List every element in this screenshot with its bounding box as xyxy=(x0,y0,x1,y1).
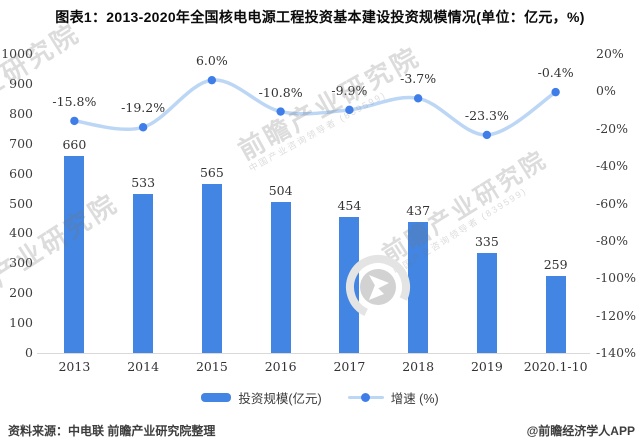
x-axis-label: 2015 xyxy=(195,359,228,374)
y-axis-tick-right: -40% xyxy=(596,158,629,174)
growth-value-label: -19.2% xyxy=(121,100,166,116)
y-axis-tick-right: 0% xyxy=(596,83,616,99)
y-axis-tick-left: 600 xyxy=(9,165,33,181)
bar-value-label: 454 xyxy=(337,198,362,214)
y-axis-tick-right: 20% xyxy=(596,46,624,61)
y-axis-tick-left: 200 xyxy=(9,285,33,301)
credit-note: @前瞻经济学人APP xyxy=(526,424,635,438)
growth-value-label: -23.3% xyxy=(464,107,509,123)
bar-value-label: 437 xyxy=(406,203,431,219)
growth-value-label: -15.8% xyxy=(52,93,97,109)
growth-point xyxy=(276,107,285,116)
legend-label-growth: 增速 (%) xyxy=(390,392,439,406)
growth-value-label: -0.4% xyxy=(537,65,574,81)
line-swatch-dot xyxy=(360,393,370,402)
x-axis-label: 2013 xyxy=(58,359,91,374)
growth-point xyxy=(345,105,354,115)
x-axis-label: 2018 xyxy=(402,359,435,374)
x-axis-label: 2016 xyxy=(264,359,297,374)
y-axis-tick-right: -60% xyxy=(596,195,629,211)
bar xyxy=(476,252,497,353)
growth-value-label: -10.8% xyxy=(258,84,303,100)
y-axis-tick-left: 300 xyxy=(9,255,33,271)
line-swatch-icon xyxy=(347,391,384,404)
chart-legend: 投资规模(亿元) 增速 (%) xyxy=(0,388,640,407)
growth-value-label: -3.7% xyxy=(400,71,437,87)
y-axis-tick-left: 400 xyxy=(9,225,33,241)
bar-value-label: 504 xyxy=(268,183,293,199)
x-axis-line xyxy=(37,353,590,354)
bar xyxy=(545,275,566,353)
y-axis-tick-right: -120% xyxy=(596,307,636,323)
bar xyxy=(201,184,222,353)
y-axis-tick-right: -20% xyxy=(596,120,629,136)
y-axis-tick-left: 700 xyxy=(9,135,33,151)
bar-value-label: 259 xyxy=(543,256,568,272)
x-axis-label: 2017 xyxy=(333,359,366,374)
y-axis-tick-left: 800 xyxy=(9,105,33,121)
bar xyxy=(339,217,360,353)
y-axis-tick-left: 1000 xyxy=(1,46,33,61)
chart-title: 图表1：2013-2020年全国核电电源工程投资基本建设投资规模情况(单位：亿元… xyxy=(55,9,585,25)
growth-point xyxy=(413,94,423,103)
growth-point xyxy=(482,130,492,140)
x-axis-label: 2014 xyxy=(127,359,160,374)
bar xyxy=(408,222,429,353)
growth-value-label: -9.9% xyxy=(331,82,368,98)
y-axis-tick-right: -140% xyxy=(596,345,636,360)
y-axis-tick-left: 900 xyxy=(9,75,33,91)
growth-point xyxy=(70,116,79,126)
legend-label-investment: 投资规模(亿元) xyxy=(238,392,322,406)
y-axis-tick-left: 500 xyxy=(9,195,33,211)
y-axis-tick-left: 100 xyxy=(9,315,33,331)
bar-value-label: 565 xyxy=(199,165,224,181)
x-axis-label: 2020.1-10 xyxy=(523,359,588,374)
legend-item-growth: 增速 (%) xyxy=(347,388,439,407)
legend-item-investment: 投资规模(亿元) xyxy=(201,388,322,407)
bar xyxy=(64,155,85,353)
y-axis-tick-right: -80% xyxy=(596,232,629,248)
x-axis-label: 2019 xyxy=(470,359,503,374)
chart-footer: 资料来源：中电联 前瞻产业研究院整理 @前瞻经济学人APP xyxy=(8,422,635,439)
growth-point xyxy=(207,75,217,85)
growth-point xyxy=(551,87,560,97)
bar-value-label: 660 xyxy=(62,136,87,152)
bar-value-label: 533 xyxy=(131,174,156,190)
growth-point xyxy=(138,123,148,132)
bar-swatch-icon xyxy=(201,393,232,402)
bar xyxy=(270,202,291,353)
y-axis-tick-left: 0 xyxy=(25,345,33,360)
source-note: 资料来源：中电联 前瞻产业研究院整理 xyxy=(8,424,216,438)
growth-value-label: 6.0% xyxy=(195,53,228,69)
bar xyxy=(133,193,154,353)
y-axis-tick-right: -100% xyxy=(596,270,636,286)
bar-value-label: 335 xyxy=(474,233,499,249)
